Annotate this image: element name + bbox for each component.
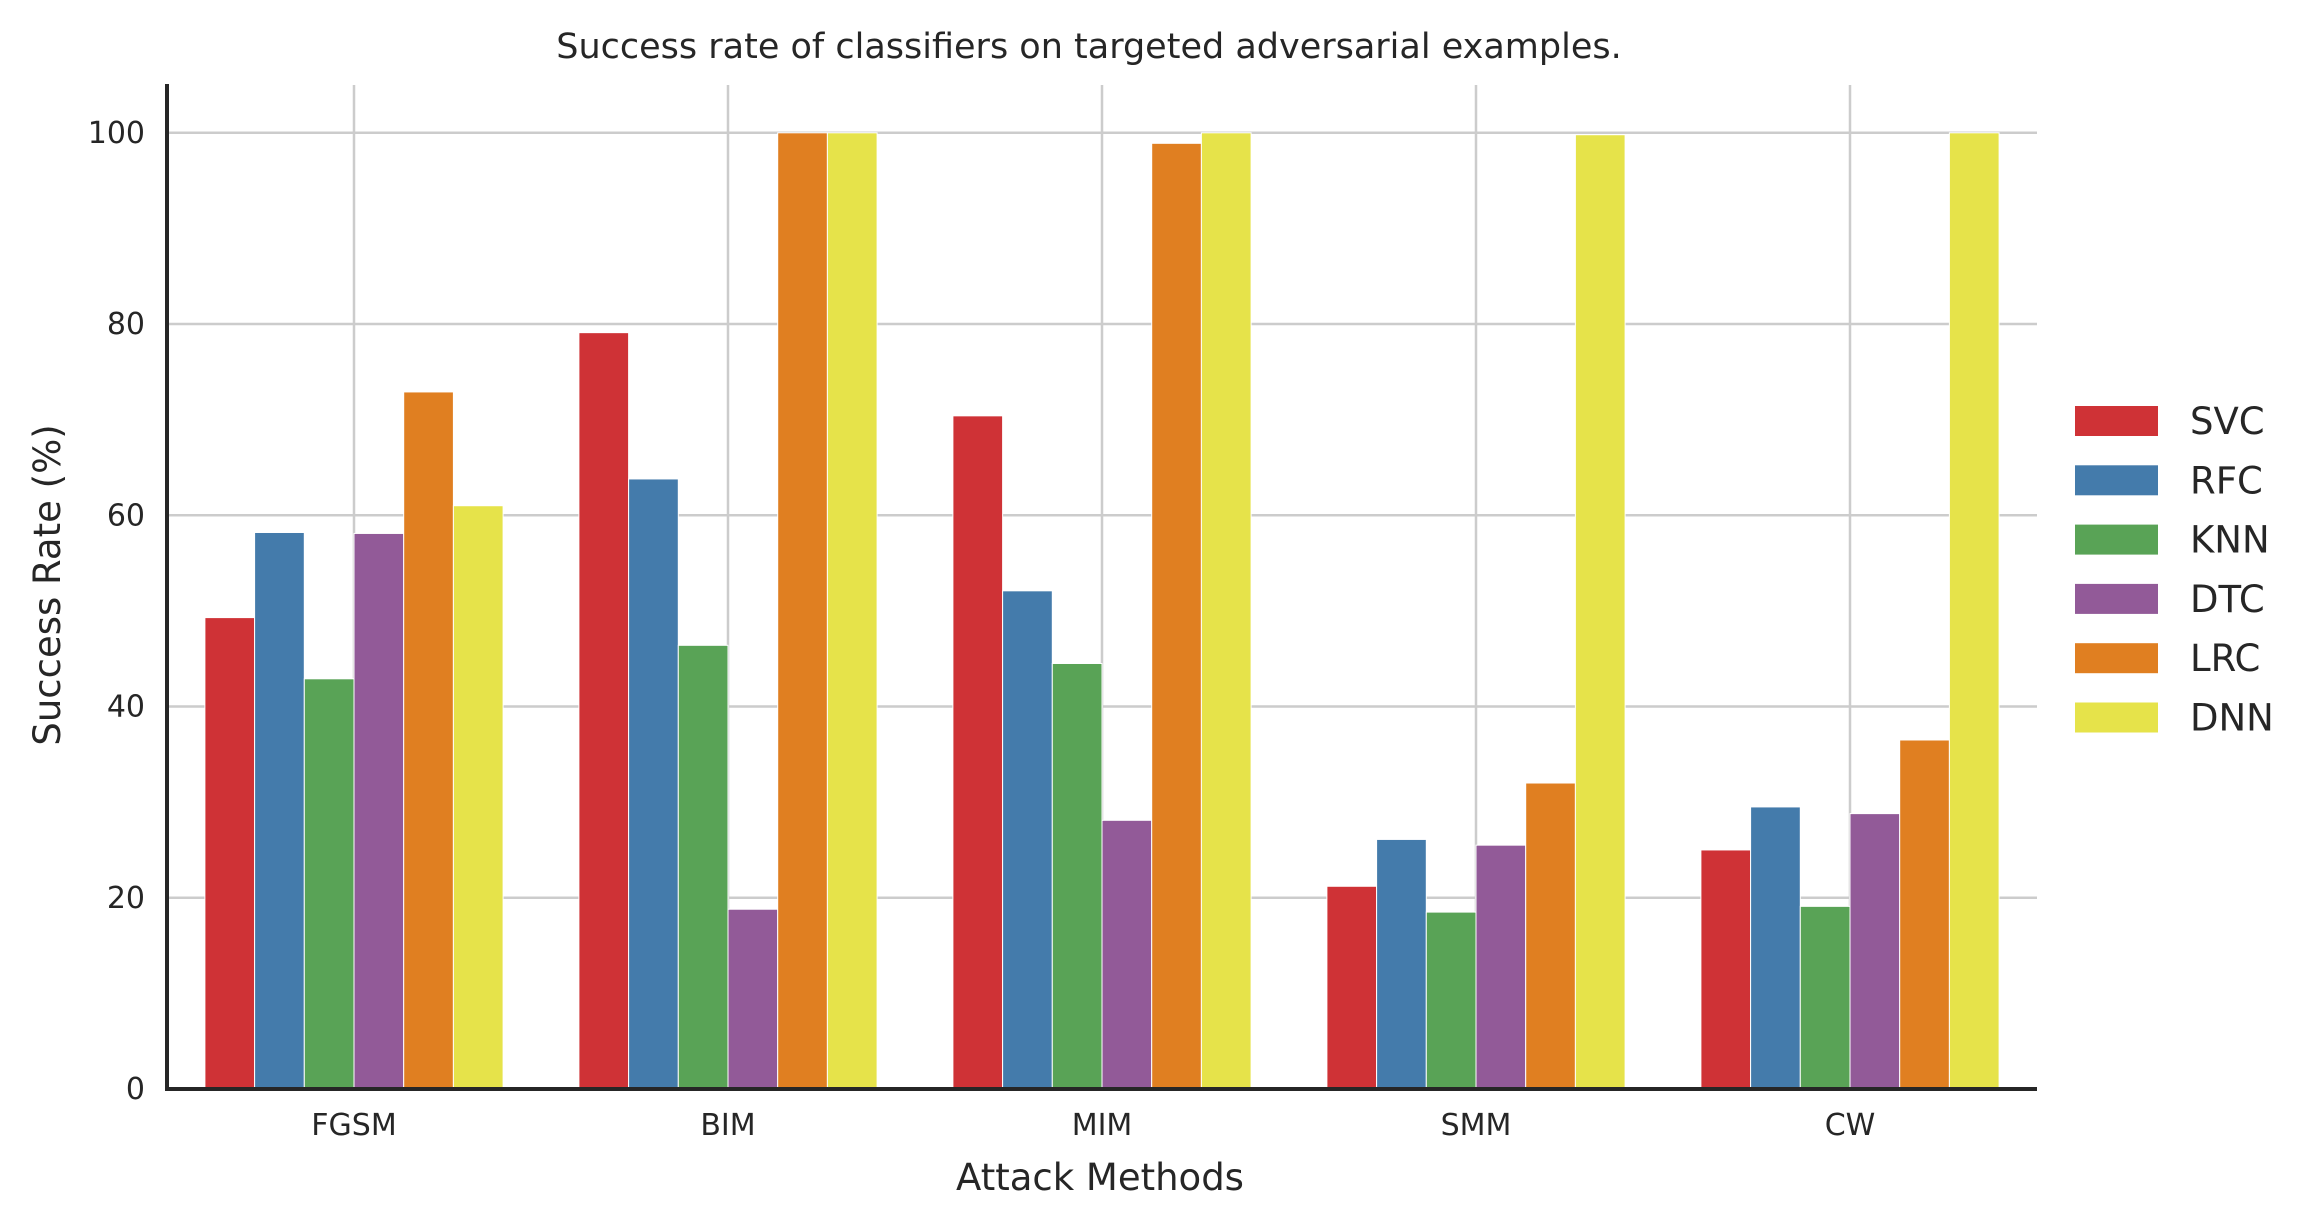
y-tick-label: 60: [107, 498, 145, 533]
bars-layer: [204, 132, 2000, 1090]
y-tick-label: 0: [126, 1072, 145, 1107]
bar-lrc-smm: [1525, 782, 1576, 1090]
bar-svc-fgsm: [204, 617, 256, 1090]
chart-title: Success rate of classifiers on targeted …: [556, 27, 1621, 67]
legend-swatch-lrc: [2075, 643, 2158, 674]
y-axis-title: Success Rate (%): [26, 424, 69, 745]
legend-label-dtc: DTC: [2190, 578, 2265, 621]
bar-dtc-bim: [727, 908, 779, 1090]
bar-lrc-mim: [1151, 142, 1202, 1090]
y-tick-label: 80: [107, 307, 145, 342]
bar-rfc-mim: [1002, 590, 1053, 1090]
legend-swatch-rfc: [2075, 465, 2158, 496]
bar-knn-smm: [1425, 911, 1477, 1090]
bar-dtc-mim: [1101, 819, 1153, 1090]
x-tick-label: SMM: [1441, 1108, 1512, 1143]
legend-swatch-dtc: [2075, 583, 2158, 614]
x-axis-title: Attack Methods: [956, 1156, 1244, 1199]
bar-dtc-smm: [1475, 844, 1527, 1090]
bar-lrc-bim: [777, 132, 828, 1090]
bar-rfc-smm: [1376, 838, 1427, 1090]
bar-rfc-bim: [628, 478, 679, 1090]
ticks-layer: 0 20 40 60 80 100 FGSM BIM MIM SMM CW: [88, 116, 1876, 1143]
legend-swatch-svc: [2075, 406, 2158, 436]
legend-swatch-dnn: [2075, 702, 2158, 733]
bar-knn-mim: [1051, 662, 1103, 1090]
bar-knn-bim: [677, 644, 729, 1090]
axes-layer: [165, 84, 2037, 1091]
bar-dnn-smm: [1574, 134, 1626, 1090]
bar-rfc-fgsm: [254, 531, 305, 1090]
bar-lrc-fgsm: [403, 391, 454, 1090]
x-tick-label: BIM: [700, 1108, 755, 1143]
bar-dnn-bim: [826, 132, 878, 1090]
legend-label-dnn: DNN: [2190, 697, 2274, 740]
legend-label-rfc: RFC: [2190, 459, 2263, 502]
bar-knn-fgsm: [303, 678, 355, 1090]
legend: SVC RFC KNN DTC LRC DNN: [2075, 400, 2274, 740]
bar-dtc-cw: [1849, 813, 1901, 1090]
x-tick-label: MIM: [1072, 1108, 1133, 1143]
bar-svc-smm: [1326, 885, 1378, 1090]
legend-label-lrc: LRC: [2190, 637, 2260, 680]
bar-knn-cw: [1799, 905, 1851, 1090]
bar-rfc-cw: [1750, 806, 1801, 1090]
bar-svc-bim: [578, 332, 630, 1090]
bar-lrc-cw: [1899, 739, 1950, 1090]
bar-dnn-cw: [1948, 132, 2000, 1090]
bar-dnn-mim: [1200, 132, 1252, 1090]
legend-label-svc: SVC: [2190, 400, 2265, 443]
y-tick-label: 20: [107, 881, 145, 916]
legend-label-knn: KNN: [2190, 519, 2270, 562]
legend-swatch-knn: [2075, 524, 2158, 555]
bar-svc-cw: [1700, 849, 1752, 1090]
x-tick-label: FGSM: [311, 1108, 396, 1143]
bar-dtc-fgsm: [353, 532, 405, 1090]
bar-svc-mim: [952, 415, 1004, 1090]
y-tick-label: 100: [88, 116, 145, 151]
x-tick-label: CW: [1825, 1108, 1876, 1143]
y-tick-label: 40: [107, 690, 145, 725]
bar-dnn-fgsm: [452, 505, 504, 1090]
